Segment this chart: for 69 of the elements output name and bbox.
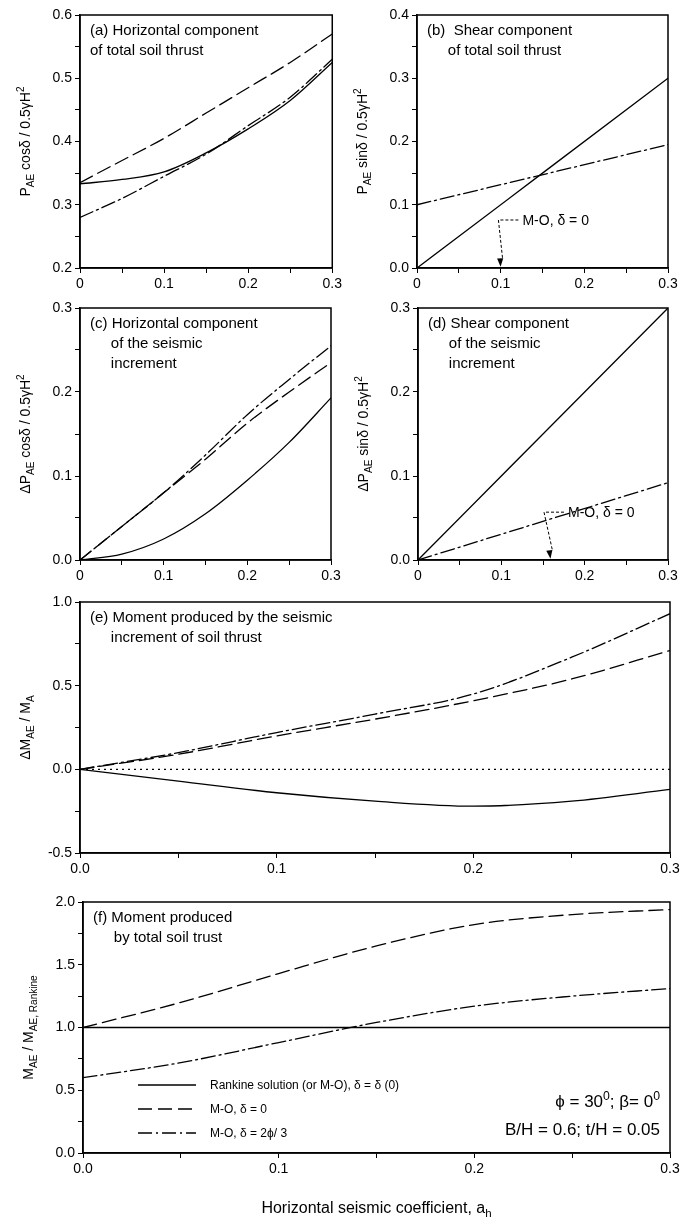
text: (a) Horizontal component of total soil thrust (90, 21, 260, 58)
annotation: B/H = 0.6; t/H = 0.05 (505, 1120, 661, 1139)
x-tick-label: 0.2 (237, 567, 258, 584)
y-axis-title: PAE sinδ / 0.5γH2 (352, 88, 373, 195)
x-tick-label: 0.2 (464, 1160, 485, 1177)
y-tick-label: 0.5 (55, 1081, 76, 1098)
y-tick-label: 0.2 (390, 382, 411, 399)
legend-label: M-O, δ = 0 (210, 1102, 268, 1116)
x-tick-label: 0.3 (322, 275, 343, 292)
x-tick-label: 0 (76, 567, 85, 584)
y-tick-label: 0.1 (389, 195, 410, 212)
x-tick-label: 0.1 (490, 275, 511, 292)
y-tick-label: 0.1 (390, 466, 411, 483)
y-tick-label: 0.3 (390, 298, 411, 315)
legend-label: M-O, δ = 2ϕ/ 3 (210, 1126, 288, 1140)
x-tick-label: 0.1 (491, 567, 512, 584)
x-tick-label: 0.3 (321, 567, 341, 584)
y-tick-label: 1.0 (55, 1018, 76, 1035)
y-tick-label: 2.0 (55, 892, 76, 909)
annotation: M-O, δ = 0 (568, 504, 635, 521)
y-axis-title: ΔPAE sinδ / 0.5γH2 (353, 375, 374, 492)
y-tick-label: -0.5 (47, 843, 73, 860)
y-tick-label: 0.0 (390, 550, 411, 567)
x-tick-label: 0.3 (658, 275, 678, 292)
y-tick-label: 0.5 (52, 69, 73, 86)
y-axis-title: ΔMAE / MA (17, 694, 36, 760)
y-tick-label: 0.2 (52, 258, 73, 275)
y-tick-label: 0.6 (52, 5, 73, 22)
y-tick-label: 0.2 (52, 382, 73, 399)
y-tick-label: 0.3 (389, 69, 410, 86)
x-tick-label: 0 (413, 275, 422, 292)
x-tick-label: 0 (76, 275, 85, 292)
text: (f) Moment produced by total soil trust (93, 908, 233, 945)
text: (b) Shear component of total soil thrust (427, 21, 573, 58)
y-tick-label: 0.0 (52, 550, 73, 567)
y-tick-label: 0.3 (52, 298, 73, 315)
y-tick-label: 0.0 (389, 258, 410, 275)
x-tick-label: 0 (414, 567, 423, 584)
x-tick-label: 0.2 (463, 860, 484, 877)
x-tick-label: 0.2 (238, 275, 259, 292)
annotation: M-O, δ = 0 (522, 211, 590, 228)
x-tick-label: 0.3 (658, 567, 678, 584)
x-tick-label: 0.3 (660, 860, 680, 877)
y-tick-label: 0.1 (52, 466, 73, 483)
legend-label: Rankine solution (or M-O), δ = δ (0) (210, 1078, 400, 1092)
y-axis-title: ΔPAE cosδ / 0.5γH2 (15, 373, 36, 494)
y-tick-label: 0.3 (52, 195, 73, 212)
y-tick-label: 0.5 (52, 676, 73, 693)
y-tick-label: 0.4 (52, 132, 73, 149)
y-tick-label: 0.2 (389, 132, 410, 149)
x-tick-label: 0.1 (266, 860, 287, 877)
x-tick-label: 0.1 (154, 275, 175, 292)
x-tick-label: 0.2 (574, 275, 595, 292)
text: (c) Horizontal component of the seismic increment (90, 314, 259, 371)
y-tick-label: 1.5 (55, 955, 76, 972)
x-tick-label: 0.0 (73, 1160, 93, 1177)
x-tick-label: 0.0 (70, 860, 90, 877)
y-tick-label: 0.4 (389, 5, 410, 22)
y-tick-label: 0.0 (52, 760, 73, 777)
x-tick-label: 0.2 (574, 567, 595, 584)
text: (d) Shear component of the seismic increment (428, 314, 570, 371)
x-tick-label: 0.1 (153, 567, 174, 584)
y-axis-title: MAE / MAE, Rankine (20, 974, 39, 1080)
y-tick-label: 0.0 (55, 1143, 76, 1160)
x-tick-label: 0.1 (268, 1160, 289, 1177)
y-axis-title: PAE cosδ / 0.5γH2 (15, 86, 36, 197)
x-tick-label: 0.3 (660, 1160, 680, 1177)
y-tick-label: 1.0 (52, 592, 73, 609)
text: (e) Moment produced by the seismic increment of soil thrust (90, 608, 334, 645)
